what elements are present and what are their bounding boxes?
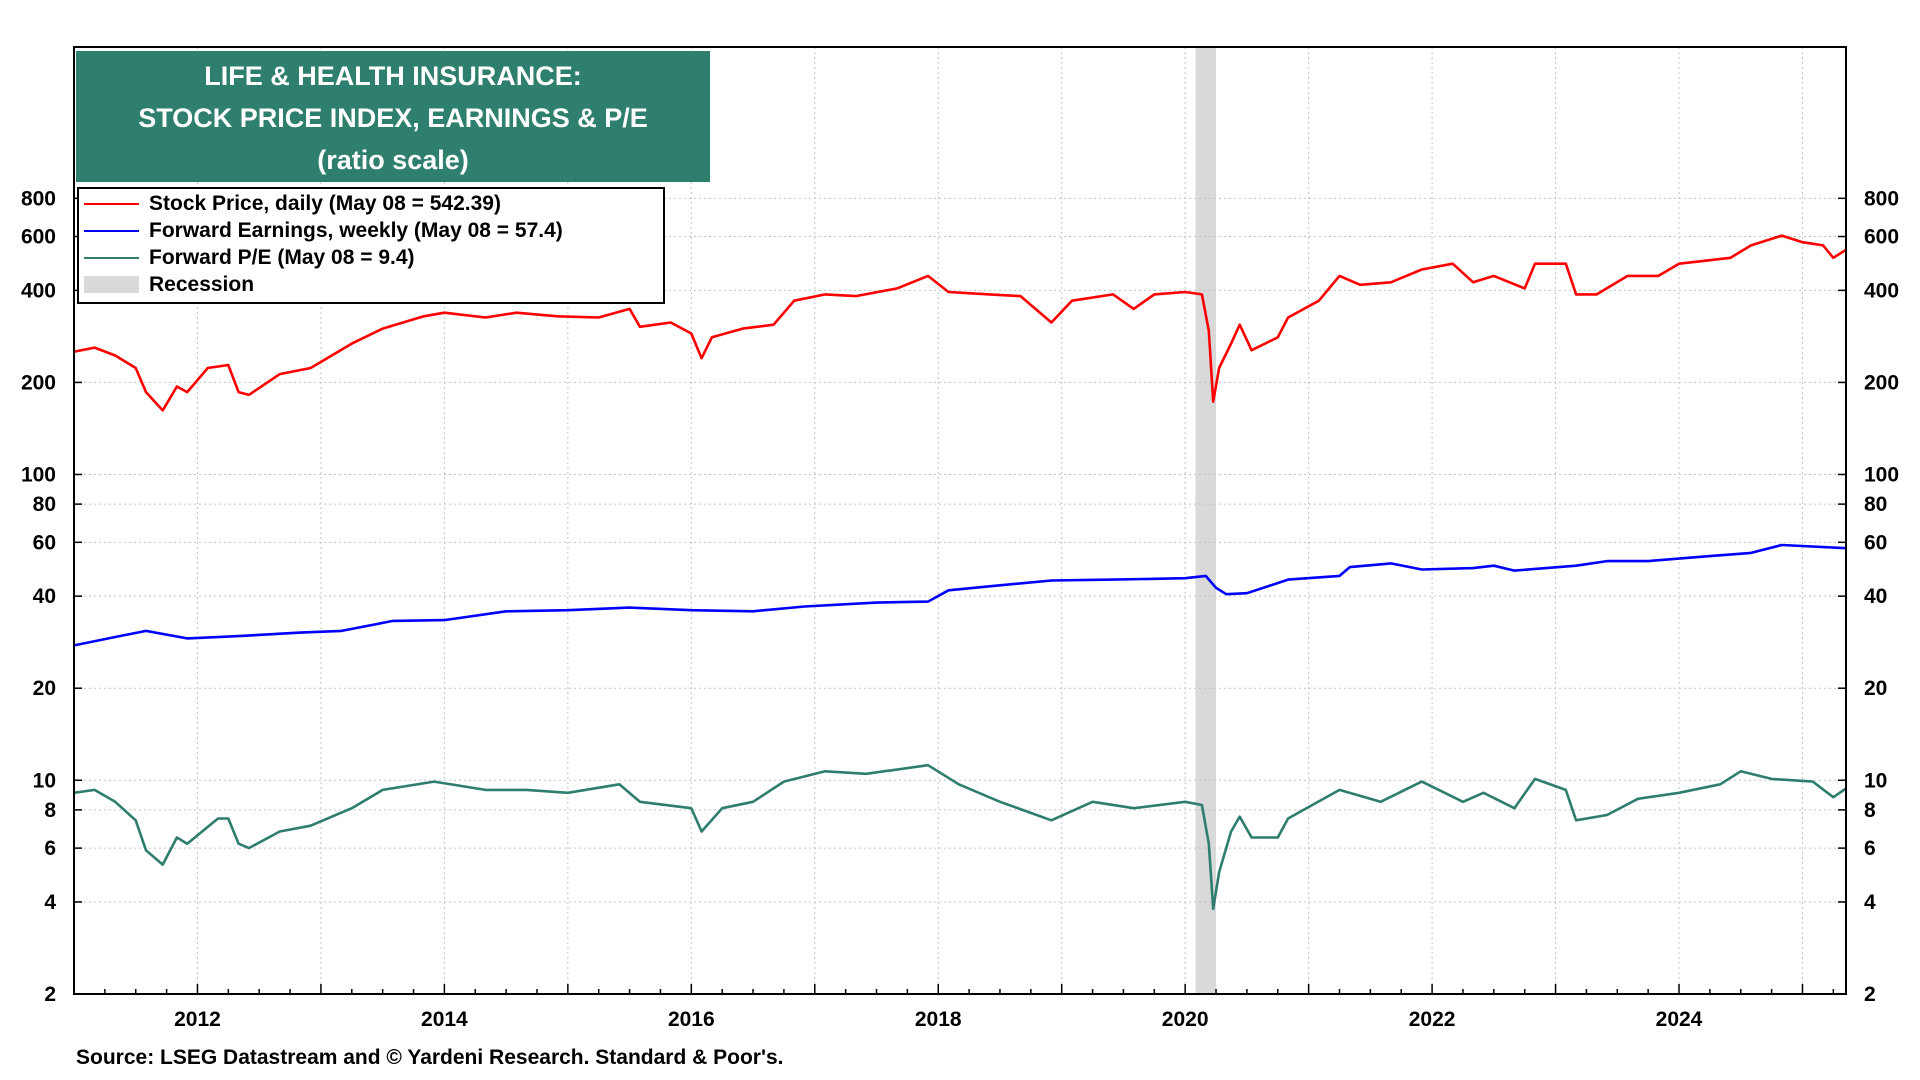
legend-swatch-stock-price <box>84 202 139 205</box>
legend-swatch-recession <box>84 276 139 293</box>
legend-item-forward-earnings: Forward Earnings, weekly (May 08 = 57.4) <box>79 217 663 244</box>
y-tick-label-left: 800 <box>21 187 56 210</box>
chart-subtitle: (ratio scale) <box>317 145 469 175</box>
legend-label-stock-price: Stock Price, daily (May 08 = 542.39) <box>149 191 501 215</box>
x-tick-label: 2020 <box>1162 1008 1209 1031</box>
y-tick-label-left: 4 <box>44 891 56 914</box>
y-tick-label-right: 10 <box>1864 769 1887 792</box>
y-tick-label-left: 8 <box>44 799 56 822</box>
series-line-forward-pe <box>74 763 1846 911</box>
legend-swatch-forward-pe <box>84 256 139 259</box>
legend-label-recession: Recession <box>149 272 255 296</box>
y-tick-label-left: 40 <box>33 585 56 608</box>
y-tick-label-left: 400 <box>21 279 56 302</box>
y-tick-label-right: 6 <box>1864 837 1876 860</box>
plot-frame <box>73 46 1847 995</box>
chart-title-line-1: LIFE & HEALTH INSURANCE: <box>204 61 582 91</box>
axis-ticks <box>73 197 1846 995</box>
y-tick-label-right: 200 <box>1864 371 1899 394</box>
y-tick-label-left: 60 <box>33 531 56 554</box>
series-lines <box>74 234 1846 911</box>
gridlines <box>74 47 1846 994</box>
legend: Stock Price, daily (May 08 = 542.39) For… <box>77 187 665 304</box>
series-line-forward-earnings <box>74 543 1846 647</box>
axis-labels: 800 800 600 600 400 400 200 200 100 100 80 80 60 60 40… <box>21 187 1899 1031</box>
x-tick-label: 2014 <box>421 1008 468 1031</box>
y-tick-label-right: 100 <box>1864 463 1899 486</box>
y-tick-label-left: 10 <box>33 769 56 792</box>
recession-band <box>1195 47 1217 994</box>
source-note: Source: LSEG Datastream and © Yardeni Re… <box>76 1046 784 1069</box>
y-tick-label-left: 80 <box>33 493 56 516</box>
legend-item-forward-pe: Forward P/E (May 08 = 9.4) <box>79 244 663 271</box>
y-tick-label-left: 2 <box>44 983 56 1006</box>
x-tick-label: 2022 <box>1409 1008 1456 1031</box>
x-tick-label: 2018 <box>915 1008 962 1031</box>
legend-label-forward-pe: Forward P/E (May 08 = 9.4) <box>149 245 415 269</box>
y-tick-label-right: 80 <box>1864 493 1887 516</box>
y-tick-label-right: 60 <box>1864 531 1887 554</box>
x-tick-label: 2024 <box>1656 1008 1703 1031</box>
y-tick-label-right: 20 <box>1864 677 1887 700</box>
y-tick-label-right: 400 <box>1864 279 1899 302</box>
legend-label-forward-earnings: Forward Earnings, weekly (May 08 = 57.4) <box>149 218 563 242</box>
y-tick-label-left: 100 <box>21 463 56 486</box>
x-tick-label: 2012 <box>174 1008 221 1031</box>
legend-item-stock-price: Stock Price, daily (May 08 = 542.39) <box>79 190 663 217</box>
recession-bands <box>1195 47 1217 994</box>
series-line-stock-price <box>74 234 1846 412</box>
chart-title-box: LIFE & HEALTH INSURANCE: STOCK PRICE IND… <box>76 51 710 182</box>
y-tick-label-right: 600 <box>1864 226 1899 249</box>
y-tick-label-right: 2 <box>1864 983 1876 1006</box>
y-tick-label-left: 6 <box>44 837 56 860</box>
y-tick-label-left: 200 <box>21 371 56 394</box>
y-tick-label-right: 8 <box>1864 799 1876 822</box>
y-tick-label-left: 20 <box>33 677 56 700</box>
legend-swatch-forward-earnings <box>84 229 139 232</box>
y-tick-label-left: 600 <box>21 226 56 249</box>
chart-title-line-2: STOCK PRICE INDEX, EARNINGS & P/E <box>138 103 648 133</box>
x-tick-label: 2016 <box>668 1008 715 1031</box>
y-tick-label-right: 800 <box>1864 187 1899 210</box>
y-tick-label-right: 40 <box>1864 585 1887 608</box>
y-tick-label-right: 4 <box>1864 891 1876 914</box>
legend-item-recession: Recession <box>79 271 663 298</box>
